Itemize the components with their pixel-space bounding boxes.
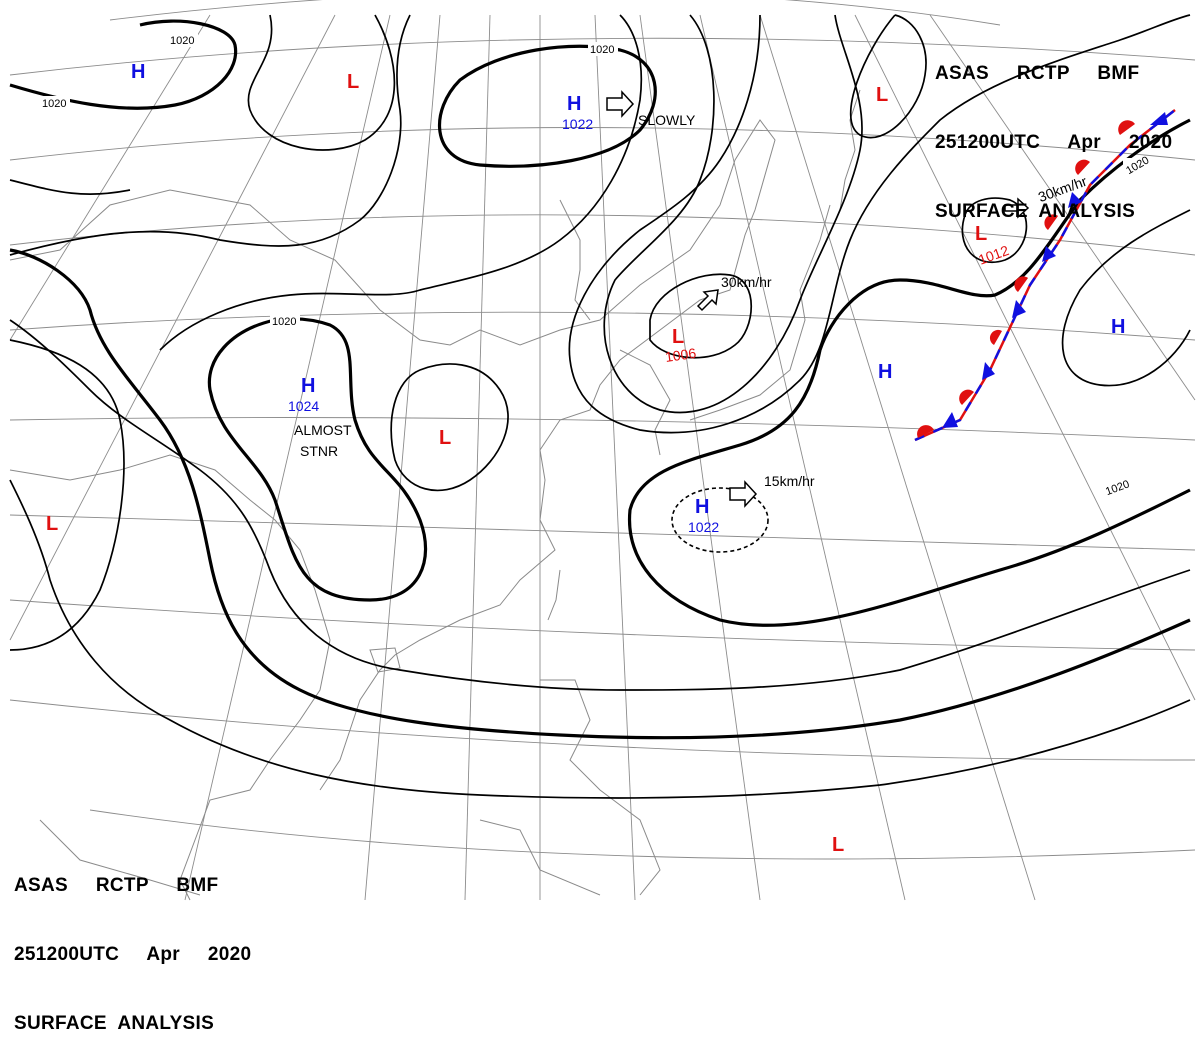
header-time-line: 251200UTC Apr 2020 (14, 944, 252, 965)
high-symbol: H (878, 361, 892, 383)
low-symbol: L (347, 71, 359, 93)
dashed-high-outline (671, 487, 769, 553)
low-symbol: L (672, 326, 684, 348)
header-title-line: SURFACE ANALYSIS (935, 201, 1136, 222)
coastlines (9, 89, 861, 901)
low-symbol: L (46, 513, 58, 535)
low-symbol: L (439, 427, 451, 449)
arrow-30kmhr-icon (1004, 197, 1030, 219)
map-header-top: ASAS RCTP BMF 251200UTC Apr 2020 SURFACE… (935, 16, 1172, 246)
isobar-label: 1020 (42, 98, 66, 110)
motion-note-speed: 30km/hr (721, 274, 772, 290)
stationary-front (914, 109, 1176, 442)
low-symbol: L (832, 834, 844, 856)
motion-note-slowly: SLOWLY (638, 112, 696, 128)
isobar-labels: 1020 1020 1020 1020 1020 1020 (40, 33, 1151, 498)
warm-front-semicircles (917, 120, 1135, 438)
map-header-bottom: ASAS RCTP BMF 251200UTC Apr 2020 SURFACE… (14, 828, 251, 1058)
header-source-line: ASAS RCTP BMF (14, 875, 219, 896)
low-symbol: L (876, 84, 888, 106)
high-symbol: H (567, 93, 581, 115)
header-time-line: 251200UTC Apr 2020 (935, 132, 1173, 153)
header-title-line: SURFACE ANALYSIS (14, 1013, 215, 1034)
motion-note-almost: ALMOST (294, 422, 352, 438)
motion-note-speed: 15km/hr (764, 473, 815, 489)
weather-map: 1020 1020 1020 1020 1020 1020 H L H 1022… (9, 0, 1196, 901)
arrow-15kmhr-icon (729, 480, 758, 508)
motion-notes: SLOWLY 30km/hr 30km/hr 15km/hr ALMOST ST… (294, 112, 1089, 489)
isobar-label: 1020 (272, 316, 296, 328)
motion-arrows (606, 90, 1030, 508)
arrow-30kmhr-2-icon (696, 289, 719, 312)
high-pressure-value: 1022 (688, 519, 719, 535)
header-source-line: ASAS RCTP BMF (935, 63, 1140, 84)
high-symbol: H (1111, 316, 1125, 338)
cold-front-triangles (942, 112, 1168, 428)
high-symbol: H (301, 375, 315, 397)
isobars (9, 14, 1191, 799)
high-symbol: H (131, 61, 145, 83)
pressure-centers: H L H 1022 L L 1012 L 1006 H 1024 L H H … (46, 61, 1125, 856)
graticule (9, 0, 1196, 901)
isobar-label: 1020 (170, 35, 194, 47)
high-pressure-value: 1022 (562, 116, 593, 132)
low-pressure-value: 1006 (664, 345, 697, 365)
isobar-label: 1020 (590, 44, 614, 56)
motion-note-stnr: STNR (300, 443, 338, 459)
high-symbol: H (695, 496, 709, 518)
high-pressure-value: 1024 (288, 398, 319, 414)
arrow-slowly-icon (606, 90, 635, 118)
low-symbol: L (975, 223, 987, 245)
